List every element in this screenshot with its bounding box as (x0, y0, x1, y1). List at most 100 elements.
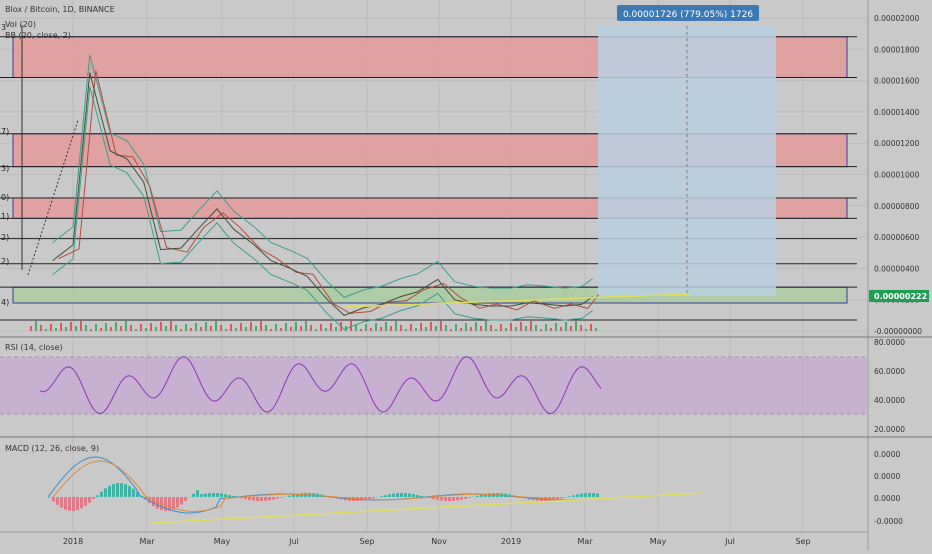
volume-bar (130, 325, 132, 331)
volume-bar (385, 322, 387, 331)
macd-histogram-bar (264, 497, 267, 501)
volume-bar (305, 321, 307, 331)
macd-histogram-bar (116, 483, 119, 497)
volume-bar (190, 328, 192, 331)
volume-bar (165, 326, 167, 331)
macd-histogram-bar (388, 494, 391, 497)
volume-bar (535, 325, 537, 331)
volume-bar (445, 325, 447, 331)
macd-histogram-bar (380, 496, 383, 497)
volume-bar (280, 328, 282, 331)
volume-bar (455, 324, 457, 331)
volume-bar (250, 322, 252, 331)
left-cut-label: 3) (1, 164, 9, 173)
volume-bar (315, 329, 317, 331)
macd-histogram-bar (372, 497, 375, 498)
price-tick-label: 0.00001600 (874, 77, 920, 86)
rsi-tick-label: 20.0000 (874, 425, 905, 434)
macd-histogram-bar (224, 494, 227, 497)
macd-histogram-bar (468, 497, 471, 498)
time-tick-label: Jul (288, 537, 299, 546)
macd-histogram-bar (96, 495, 99, 497)
time-tick-label: 2019 (501, 537, 521, 546)
volume-bar (115, 322, 117, 331)
volume-bar (80, 321, 82, 331)
volume-bar (475, 322, 477, 331)
left-cut-label: 4) (1, 298, 9, 307)
volume-bar (510, 323, 512, 331)
macd-histogram-bar (184, 497, 187, 501)
macd-histogram-bar (460, 497, 463, 500)
volume-bar (100, 328, 102, 331)
volume-bar (295, 322, 297, 331)
macd-histogram-bar (124, 484, 127, 497)
macd-histogram-bar (92, 497, 95, 499)
macd-histogram-bar (396, 493, 399, 497)
time-tick-label: Jul (724, 537, 735, 546)
macd-histogram-bar (300, 493, 303, 497)
volume-bar (235, 328, 237, 331)
volume-bar (285, 323, 287, 331)
symbol-title: Blox / Bitcoin, 1D, BINANCE (5, 5, 115, 14)
macd-histogram-bar (276, 497, 279, 499)
volume-bar (215, 321, 217, 331)
price-tick-label: -0.00000000 (874, 327, 922, 336)
volume-bar (590, 324, 592, 331)
volume-bar (85, 325, 87, 331)
rsi-label[interactable]: RSI (14, close) (5, 343, 63, 352)
volume-bar (430, 322, 432, 331)
volume-bar (225, 329, 227, 331)
volume-bar (500, 324, 502, 331)
price-tick-label: 0.00001000 (874, 171, 920, 180)
macd-label[interactable]: MACD (12, 26, close, 9) (5, 444, 99, 453)
volume-bar (160, 322, 162, 331)
left-cut-label: 3 (1, 23, 6, 32)
rsi-band (0, 357, 868, 414)
volume-bar (420, 323, 422, 331)
measure-tooltip: 0.00001726 (779.05%) 1726 (623, 10, 753, 20)
price-tick-label: 0.00000800 (874, 202, 920, 211)
volume-bar (580, 325, 582, 331)
volume-bar (400, 325, 402, 331)
left-cut-label: 0) (1, 193, 9, 202)
volume-bar (470, 327, 472, 331)
volume-bar (565, 322, 567, 331)
macd-histogram-bar (84, 497, 87, 506)
volume-bar (575, 321, 577, 331)
volume-bar (255, 326, 257, 331)
macd-tick-label: 0.0000 (874, 450, 900, 459)
volume-indicator-label[interactable]: Vol (20) (5, 20, 36, 29)
volume-bar (525, 326, 527, 331)
volume-bar (185, 324, 187, 331)
macd-histogram-bar (452, 497, 455, 501)
volume-bar (360, 329, 362, 331)
volume-bar (550, 328, 552, 331)
macd-histogram-bar (568, 496, 571, 497)
macd-histogram-bar (444, 497, 447, 501)
volume-bar (245, 327, 247, 331)
volume-bar (145, 328, 147, 331)
volume-bar (540, 329, 542, 331)
macd-histogram-bar (216, 493, 219, 497)
volume-bar (45, 329, 47, 331)
macd-histogram-bar (180, 497, 183, 505)
macd-histogram-bar (52, 497, 55, 501)
volume-bar (450, 329, 452, 331)
macd-histogram-bar (132, 489, 135, 497)
macd-histogram-bar (108, 486, 111, 497)
rsi-tick-label: 40.0000 (874, 396, 905, 405)
price-tick-label: 0.00002000 (874, 14, 920, 23)
macd-histogram-bar (576, 494, 579, 497)
volume-bar (270, 329, 272, 331)
macd-histogram-bar (168, 497, 171, 511)
volume-bar (50, 324, 52, 331)
current-price-label: 0.00000222 (874, 292, 927, 301)
price-tick-label: 0.00000600 (874, 233, 920, 242)
price-tick-label: 0.00001800 (874, 45, 920, 54)
volume-bar (155, 327, 157, 331)
volume-bar (220, 325, 222, 331)
bb-indicator-label[interactable]: BB (20, close, 2) (5, 31, 71, 40)
macd-histogram-bar (192, 494, 195, 497)
